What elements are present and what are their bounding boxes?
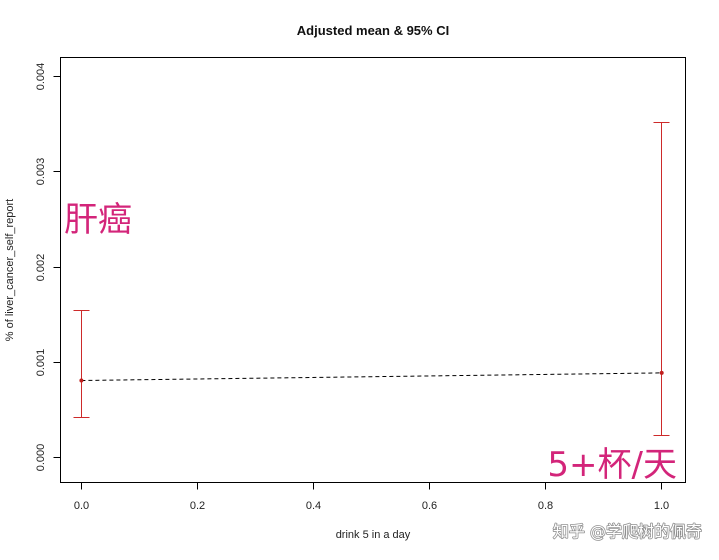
- x-tick-label: 0.6: [422, 500, 437, 512]
- x-tick-label: 0.4: [306, 500, 321, 512]
- y-tick-label: 0.004: [35, 63, 47, 91]
- y-tick-label: 0.003: [35, 158, 47, 186]
- y-tick-label: 0.000: [35, 444, 47, 472]
- plot-marks: [73, 122, 670, 436]
- mean-point: [79, 378, 84, 383]
- chart-title: Adjusted mean & 95% CI: [297, 23, 449, 38]
- x-tick-label: 0.2: [190, 500, 205, 512]
- y-axis: 0.000 0.001 0.002 0.003 0.004: [35, 63, 61, 472]
- x-tick-label: 0.0: [74, 500, 89, 512]
- x-axis: 0.0 0.2 0.4 0.6 0.8 1.0: [74, 482, 669, 512]
- x-tick-label: 1.0: [654, 500, 669, 512]
- error-bar: [73, 310, 90, 418]
- y-tick-label: 0.001: [35, 349, 47, 377]
- y-axis-label: % of liver_cancer_self_report: [4, 199, 16, 341]
- y-tick-label: 0.002: [35, 254, 47, 282]
- annotation-five-plus-cups-per-day: 5+杯/天: [547, 445, 677, 485]
- mean-trend-line: [81, 372, 662, 381]
- annotation-liver-cancer: 肝癌: [64, 200, 132, 240]
- x-tick-label: 0.8: [538, 500, 553, 512]
- watermark: 知乎 @学爬树的佩奇: [553, 522, 702, 541]
- x-axis-label: drink 5 in a day: [336, 529, 411, 541]
- error-bar: [653, 122, 670, 436]
- mean-point: [659, 370, 664, 375]
